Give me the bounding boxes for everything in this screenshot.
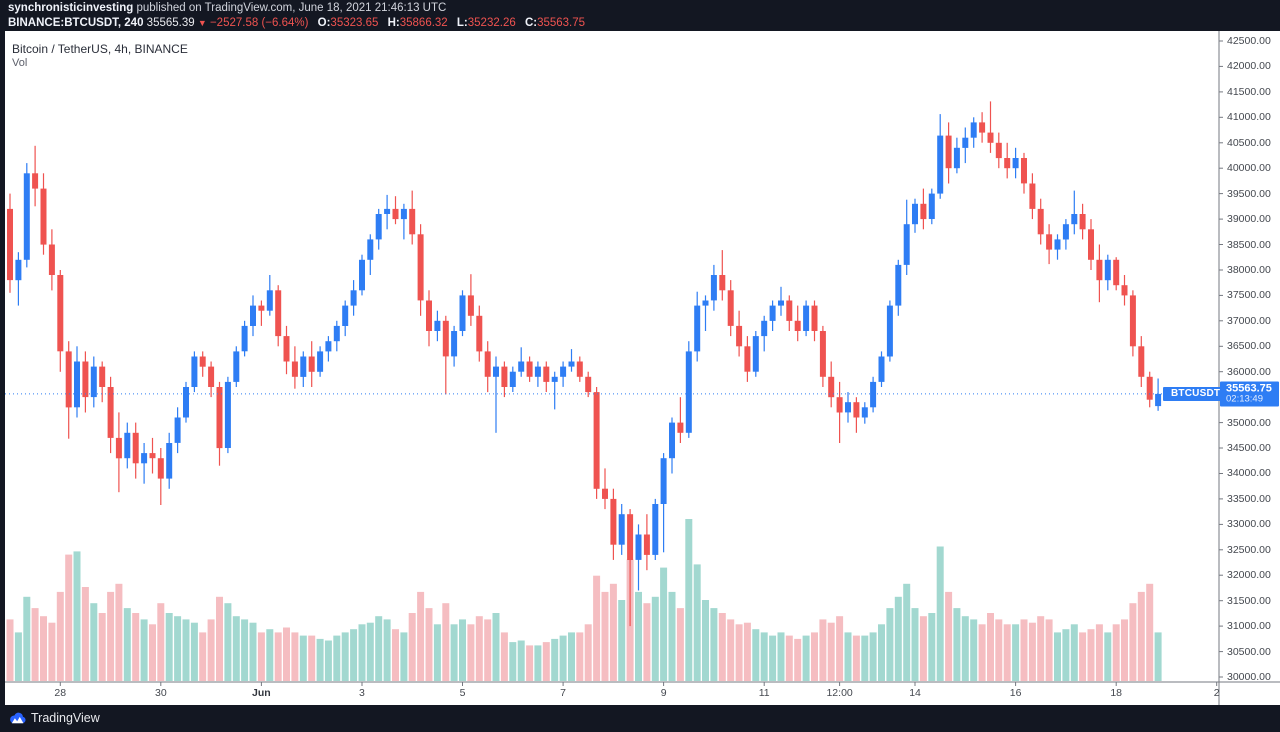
- time-axis-label: 16: [1009, 687, 1022, 699]
- price-change: −2527.58 (−6.64%): [209, 17, 309, 29]
- high-value: 35866.32: [399, 17, 448, 29]
- header-last-price: 35565.39: [146, 17, 195, 29]
- tradingview-logo-icon[interactable]: [8, 711, 27, 726]
- time-axis-label: 3: [359, 687, 365, 699]
- price-axis-label: 30500.00: [1227, 645, 1271, 658]
- price-axis-label: 42500.00: [1227, 35, 1271, 47]
- price-axis-label: 30000.00: [1227, 671, 1271, 683]
- price-down-arrow-icon: ▼: [197, 18, 207, 28]
- price-axis-label: 33500.00: [1227, 492, 1271, 505]
- publisher-name: synchronisticinvesting: [8, 2, 134, 14]
- price-axis-label: 37000.00: [1227, 314, 1271, 327]
- bar-countdown: 02:13:49: [1226, 393, 1263, 405]
- symbol-ohlc-line: BINANCE:BTCUSDT, 240 35565.39 ▼ −2527.58…: [8, 16, 585, 30]
- price-axis-label: 34500.00: [1227, 442, 1271, 455]
- price-axis-label: 35000.00: [1227, 416, 1271, 429]
- price-axis-label: 38500.00: [1227, 238, 1271, 251]
- price-axis-label: 39500.00: [1227, 187, 1271, 200]
- price-axis-label: 41000.00: [1227, 111, 1271, 124]
- price-axis-label: 41500.00: [1227, 85, 1271, 98]
- low-label: L:: [456, 17, 468, 29]
- close-label: C:: [524, 17, 538, 29]
- last-price-badge: 35563.75 02:13:49: [1220, 381, 1279, 407]
- price-axis-label: 36500.00: [1227, 340, 1271, 353]
- symbol-price-label: BTCUSDT: [1163, 386, 1229, 401]
- price-axis-label: 34000.00: [1227, 467, 1271, 480]
- price-axis-label: 31000.00: [1227, 620, 1271, 633]
- brand-name[interactable]: TradingView: [31, 711, 100, 725]
- price-axis-label: 40000.00: [1227, 162, 1271, 175]
- footer-bar: TradingView: [0, 705, 1280, 732]
- last-price-value: 35563.75: [1226, 382, 1272, 395]
- time-axis-label: 28: [54, 687, 67, 699]
- price-axis-label: 38000.00: [1227, 263, 1271, 276]
- time-axis-label: 7: [560, 687, 566, 699]
- high-label: H:: [387, 17, 400, 29]
- price-axis-label: 37500.00: [1227, 289, 1271, 302]
- price-axis-label: 42000.00: [1227, 60, 1271, 73]
- time-axis-label: 2: [1213, 687, 1220, 699]
- time-axis-label: 12:00: [826, 687, 853, 699]
- time-axis-label: 14: [909, 687, 921, 699]
- publish-info: synchronisticinvesting published on Trad…: [8, 1, 446, 15]
- price-axis-label: 33000.00: [1227, 518, 1271, 531]
- price-axis-label: 40500.00: [1227, 136, 1271, 149]
- price-axis-label: 32500.00: [1227, 543, 1271, 556]
- time-axis-label: Jun: [252, 687, 271, 699]
- chart-legend-title: Bitcoin / TetherUS, 4h, BINANCE: [12, 42, 188, 56]
- time-axis-label: 9: [660, 687, 667, 699]
- publish-details: published on TradingView.com, June 18, 2…: [133, 2, 447, 14]
- price-axis-label: 36000.00: [1227, 365, 1271, 378]
- symbol-name: BINANCE:BTCUSDT, 240: [8, 17, 144, 29]
- time-axis-label: 11: [758, 687, 770, 699]
- volume-indicator-label: Vol: [12, 57, 28, 69]
- time-axis-label: 30: [154, 687, 167, 699]
- open-label: O:: [317, 17, 331, 29]
- price-axis-label: 39000.00: [1227, 213, 1271, 226]
- time-axis-label: 18: [1110, 687, 1122, 699]
- low-value: 35232.26: [467, 17, 516, 29]
- price-axis-label: 32000.00: [1227, 569, 1271, 582]
- chart-pane[interactable]: [5, 31, 1280, 705]
- open-value: 35323.65: [330, 17, 379, 29]
- time-axis-label: 5: [459, 687, 466, 699]
- price-axis-label: 31500.00: [1227, 594, 1271, 607]
- close-value: 35563.75: [537, 17, 586, 29]
- publish-header: synchronisticinvesting published on Trad…: [0, 0, 1280, 31]
